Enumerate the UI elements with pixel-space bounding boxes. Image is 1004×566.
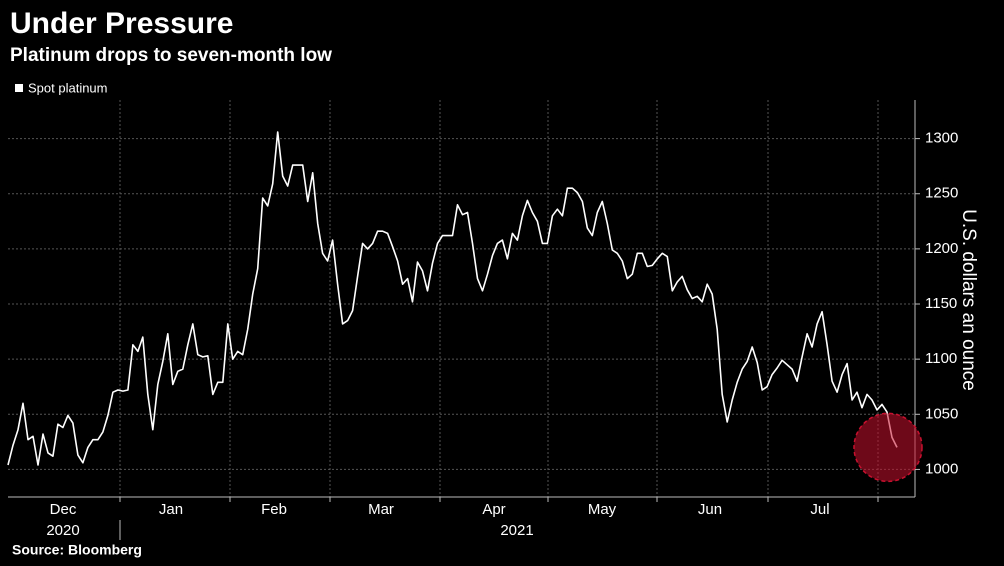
x-tick-label: Apr <box>482 501 505 518</box>
x-tick-label: Jul <box>810 501 829 518</box>
y-tick-label: 1050 <box>925 405 958 422</box>
source: Source: Bloomberg <box>12 542 142 558</box>
line-series <box>7 131 898 466</box>
x-tick-label: Mar <box>368 501 394 518</box>
y-axis-label: U.S. dollars an ounce <box>958 209 979 391</box>
x-tick-label: May <box>588 501 617 518</box>
y-tick-label: 1000 <box>925 460 958 477</box>
y-tick-label: 1150 <box>925 295 957 312</box>
y-tick-label: 1100 <box>925 350 957 367</box>
x-tick-label: Jan <box>159 501 183 518</box>
y-tick-label: 1300 <box>925 130 958 147</box>
chart-subtitle: Platinum drops to seven-month low <box>10 45 332 66</box>
x-tick-label: Feb <box>261 501 287 518</box>
legend-label: Spot platinum <box>28 80 108 95</box>
year-label: 2020 <box>46 522 79 539</box>
x-tick-label: Dec <box>50 501 77 518</box>
highlight-circle <box>853 412 923 483</box>
y-tick-label: 1250 <box>925 185 958 202</box>
chart-title: Under Pressure <box>10 7 233 40</box>
y-tick-label: 1200 <box>925 240 958 257</box>
year-label: 2021 <box>500 522 533 539</box>
x-tick-label: Jun <box>698 501 722 518</box>
legend-swatch <box>15 84 23 92</box>
